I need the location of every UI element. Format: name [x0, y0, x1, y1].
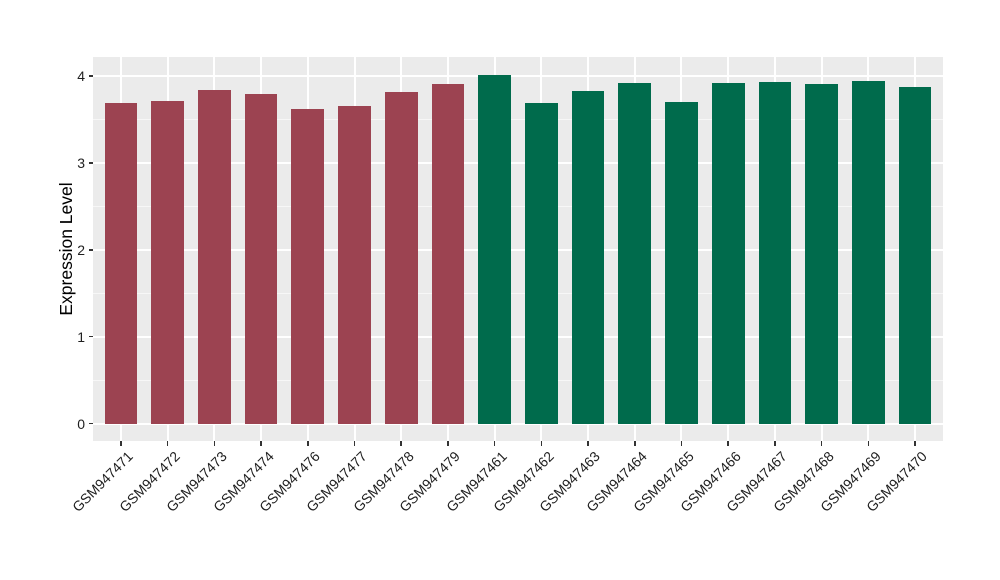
x-tick-mark [166, 441, 169, 446]
y-tick-mark [88, 422, 93, 425]
bar-GSM947477 [338, 105, 371, 424]
x-tick-mark [774, 441, 776, 446]
y-tick-mark [88, 249, 93, 251]
x-tick-mark [540, 441, 543, 446]
y-tick-label: 4 [77, 68, 85, 85]
gridline-major-y [93, 248, 943, 251]
bar-GSM947479 [431, 83, 465, 424]
bar-GSM947463 [571, 90, 605, 424]
bar-GSM947468 [805, 83, 838, 424]
x-tick-mark [820, 441, 823, 446]
bar-GSM947470 [898, 87, 932, 424]
bar-GSM947469 [851, 81, 885, 424]
x-tick-mark [914, 441, 916, 446]
bar-GSM947465 [665, 102, 698, 424]
gridline-minor-y [93, 292, 943, 294]
x-tick-mark [447, 441, 449, 446]
y-tick-mark [88, 75, 93, 77]
y-tick-label: 2 [77, 241, 85, 258]
x-tick-mark [307, 441, 309, 446]
x-tick-mark [727, 441, 729, 446]
gridline-major-y [93, 422, 943, 425]
x-tick-mark [867, 441, 870, 446]
bar-GSM947466 [711, 83, 745, 424]
y-tick-mark [88, 162, 93, 164]
x-tick-mark [587, 441, 589, 446]
bar-GSM947472 [151, 101, 185, 424]
gridline-minor-y [93, 205, 943, 207]
x-tick-mark [493, 441, 496, 446]
x-tick-mark [634, 441, 636, 446]
x-tick-mark [260, 441, 262, 446]
y-tick-label: 1 [77, 328, 85, 345]
x-tick-mark [120, 441, 122, 446]
bar-GSM947461 [478, 75, 511, 424]
bar-GSM947473 [198, 90, 231, 424]
gridline-minor-y [93, 119, 943, 121]
x-tick-mark [353, 441, 356, 446]
plot-panel [93, 57, 943, 441]
y-tick-label: 3 [77, 154, 85, 171]
bar-GSM947471 [104, 103, 138, 424]
x-tick-mark [680, 441, 683, 446]
bar-GSM947474 [244, 94, 278, 424]
bar-GSM947478 [384, 91, 418, 424]
gridline-major-y [93, 161, 943, 164]
gridline-major-y [93, 75, 943, 78]
gridline-minor-y [93, 379, 943, 381]
x-tick-mark [213, 441, 216, 446]
y-tick-mark [88, 335, 93, 338]
bar-GSM947467 [758, 82, 792, 424]
bar-GSM947476 [291, 109, 325, 424]
x-tick-mark [400, 441, 402, 446]
gridline-major-y [93, 335, 943, 338]
bar-GSM947462 [525, 103, 558, 424]
bar-GSM947464 [618, 83, 652, 424]
y-tick-label: 0 [77, 415, 85, 432]
